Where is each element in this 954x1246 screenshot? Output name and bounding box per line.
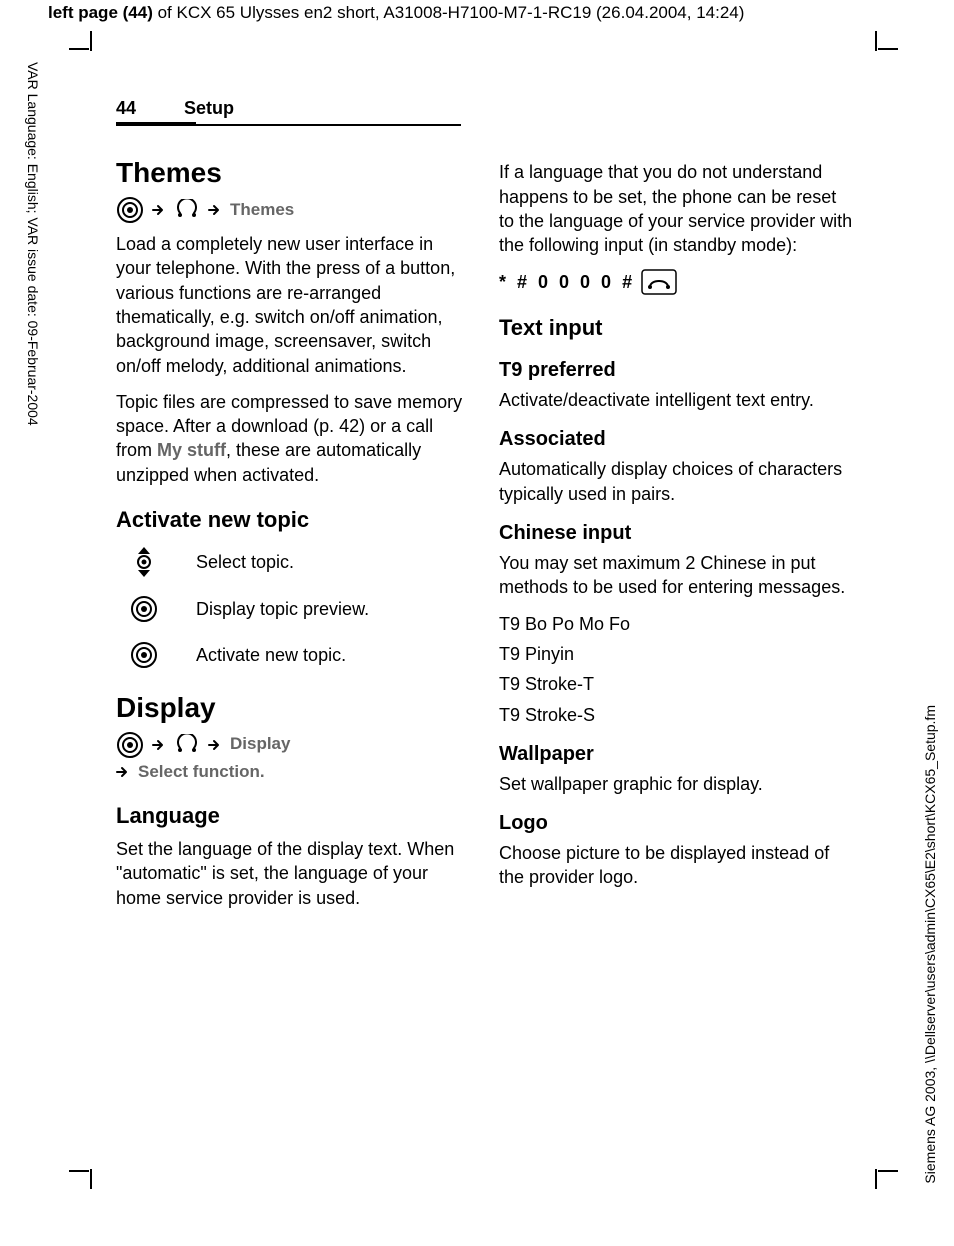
- steps-list: Select topic. Display topic preview.: [116, 547, 471, 669]
- chinese-methods-list: T9 Bo Po Mo Fo T9 Pinyin T9 Stroke-T T9 …: [499, 612, 854, 727]
- heading-t9: T9 preferred: [499, 357, 854, 384]
- heading-logo: Logo: [499, 810, 854, 837]
- arrow-right-icon: [208, 738, 222, 752]
- chinese-paragraph: You may set maximum 2 Chinese in put met…: [499, 551, 854, 600]
- crop-mark: [875, 31, 877, 51]
- list-item: T9 Pinyin: [499, 642, 854, 666]
- running-head-rule: [116, 122, 196, 126]
- list-item: T9 Stroke-S: [499, 703, 854, 727]
- setup-menu-icon: [174, 199, 200, 221]
- my-stuff-label: My stuff: [157, 440, 226, 460]
- column-left: Themes: [116, 154, 471, 922]
- print-header-bold: left page (44): [48, 3, 153, 22]
- heading-wallpaper: Wallpaper: [499, 741, 854, 768]
- arrow-right-icon: [152, 738, 166, 752]
- joystick-press-icon: [116, 731, 144, 759]
- heading-associated: Associated: [499, 426, 854, 453]
- list-item: T9 Bo Po Mo Fo: [499, 612, 854, 636]
- section-title: Setup: [184, 96, 234, 120]
- joystick-press-icon: [116, 196, 144, 224]
- crop-mark: [90, 31, 92, 51]
- heading-activate-topic: Activate new topic: [116, 505, 471, 535]
- page-body: 44 Setup Themes: [116, 96, 876, 1126]
- crop-mark: [69, 1170, 89, 1172]
- setup-menu-icon: [174, 734, 200, 756]
- heading-text-input: Text input: [499, 313, 854, 343]
- heading-display: Display: [116, 689, 471, 727]
- reset-code-line: * # 0 0 0 0 #: [499, 269, 854, 295]
- nav-path-label: Themes: [230, 199, 294, 222]
- nav-path-themes: Themes: [116, 196, 471, 224]
- nav-path-display: Display Select function.: [116, 731, 471, 784]
- reset-code: * # 0 0 0 0 #: [499, 270, 635, 294]
- nav-path-sub-label: Select function.: [138, 761, 265, 784]
- list-item: T9 Stroke-T: [499, 672, 854, 696]
- nav-path-label: Display: [230, 733, 290, 756]
- heading-themes: Themes: [116, 154, 471, 192]
- print-header-rest: of KCX 65 Ulysses en2 short, A31008-H710…: [153, 3, 745, 22]
- wallpaper-paragraph: Set wallpaper graphic for display.: [499, 772, 854, 796]
- themes-paragraph-2: Topic files are compressed to save memor…: [116, 390, 471, 487]
- page-number: 44: [116, 96, 136, 120]
- crop-mark: [90, 1169, 92, 1189]
- joystick-press-icon: [116, 595, 172, 623]
- arrow-right-icon: [208, 203, 222, 217]
- running-head: 44 Setup: [116, 96, 461, 126]
- associated-paragraph: Automatically display choices of charact…: [499, 457, 854, 506]
- heading-chinese-input: Chinese input: [499, 520, 854, 547]
- step-2-text: Display topic preview.: [196, 597, 471, 621]
- crop-mark: [875, 1169, 877, 1189]
- step-1-text: Select topic.: [196, 550, 471, 574]
- column-right: If a language that you do not understand…: [499, 154, 854, 922]
- crop-mark: [69, 48, 89, 50]
- lang-reset-paragraph: If a language that you do not understand…: [499, 160, 854, 257]
- arrow-right-icon: [152, 203, 166, 217]
- language-paragraph: Set the language of the display text. Wh…: [116, 837, 471, 910]
- joystick-updown-icon: [116, 547, 172, 577]
- themes-paragraph-1: Load a completely new user interface in …: [116, 232, 471, 378]
- logo-paragraph: Choose picture to be displayed instead o…: [499, 841, 854, 890]
- joystick-press-icon: [116, 641, 172, 669]
- side-note-left: VAR Language: English; VAR issue date: 0…: [23, 62, 42, 426]
- arrow-right-icon: [116, 765, 130, 779]
- two-column-layout: Themes: [116, 154, 876, 922]
- heading-language: Language: [116, 801, 471, 831]
- side-note-right: Siemens AG 2003, \\Dellserver\users\admi…: [921, 705, 940, 1184]
- t9-paragraph: Activate/deactivate intelligent text ent…: [499, 388, 854, 412]
- crop-mark: [878, 48, 898, 50]
- call-key-icon: [641, 269, 677, 295]
- print-header: left page (44) of KCX 65 Ulysses en2 sho…: [48, 0, 906, 25]
- crop-mark: [878, 1170, 898, 1172]
- step-3-text: Activate new topic.: [196, 643, 471, 667]
